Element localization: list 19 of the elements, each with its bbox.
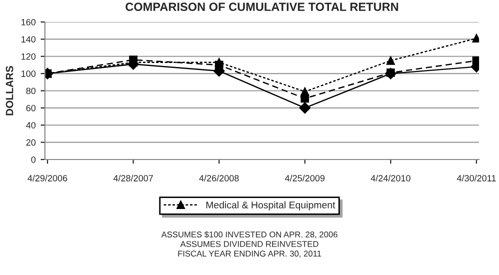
y-tick-label: 100 bbox=[22, 70, 36, 77]
x-tick-label: 4/30/2011 bbox=[456, 174, 496, 182]
y-axis-title: DOLLARS bbox=[6, 66, 14, 116]
y-tick-label: 140 bbox=[22, 36, 36, 43]
x-tick-label: 4/29/2006 bbox=[28, 174, 68, 182]
legend-label: Medical & Hospital Equipment bbox=[206, 201, 336, 210]
x-tick-label: 4/25/2009 bbox=[285, 174, 325, 182]
x-tick-label: 4/24/2010 bbox=[370, 174, 410, 182]
y-tick-label: 40 bbox=[26, 122, 36, 128]
y-tick-label: 60 bbox=[26, 104, 36, 112]
y-tick-label: 120 bbox=[22, 53, 36, 60]
y-tick-label: 80 bbox=[26, 88, 36, 94]
text: ASSUMES $100 INVESTED ON APR. 28, 2006 ASSUMES DIVIDEND REINVESTED FISCAL YEAR ENDING APR. 30, 2011 bbox=[161, 231, 338, 258]
y-tick-label: 20 bbox=[26, 139, 36, 146]
y-tick-label: 0 bbox=[31, 156, 36, 163]
y-tick-label: 160 bbox=[22, 18, 36, 26]
x-tick-label: 4/28/2007 bbox=[113, 174, 153, 182]
chart-title: COMPARISON OF CUMULATIVE TOTAL RETURN bbox=[126, 2, 398, 12]
x-tick-label: 4/26/2008 bbox=[199, 174, 239, 182]
